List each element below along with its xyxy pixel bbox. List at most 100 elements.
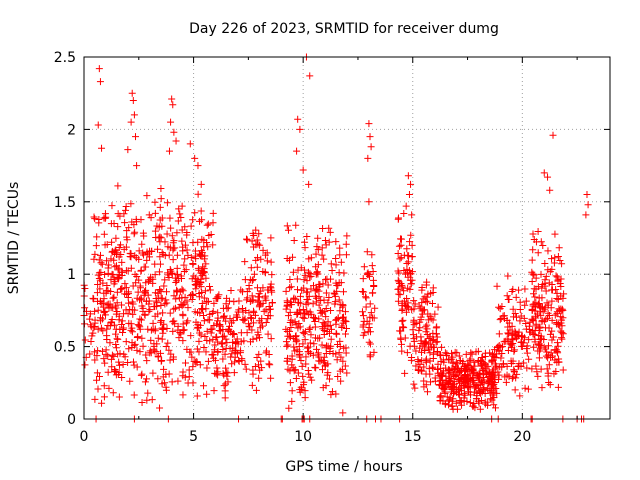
data-point [200, 268, 208, 276]
data-point [120, 324, 128, 332]
data-point [93, 233, 101, 241]
data-point [115, 368, 123, 376]
data-point [433, 333, 441, 341]
data-point [156, 260, 164, 268]
data-point [100, 289, 108, 297]
data-point [202, 348, 210, 356]
data-point [299, 313, 307, 321]
data-point [447, 374, 455, 382]
data-point [284, 312, 292, 320]
data-point [115, 316, 123, 324]
data-point [339, 357, 347, 365]
data-point [157, 316, 165, 324]
data-point [555, 244, 563, 252]
data-point [405, 191, 413, 199]
data-point [303, 277, 311, 285]
data-point [167, 224, 175, 232]
data-point [163, 199, 171, 207]
data-point [308, 376, 316, 384]
data-point [534, 249, 542, 257]
data-point [327, 306, 335, 314]
data-point [106, 322, 114, 330]
data-point [108, 351, 116, 359]
data-point [137, 316, 145, 324]
data-point [532, 274, 540, 282]
data-point [448, 397, 456, 405]
data-point [336, 244, 344, 252]
data-point [431, 310, 439, 318]
data-point [546, 186, 554, 194]
data-point [161, 300, 169, 308]
data-point [89, 329, 97, 337]
data-point [365, 338, 373, 346]
data-point [473, 371, 481, 379]
data-point [531, 293, 539, 301]
data-point [309, 351, 317, 359]
data-point [185, 373, 193, 381]
data-point [304, 348, 312, 356]
data-point [523, 345, 531, 353]
data-point [339, 288, 347, 296]
data-point [193, 345, 201, 353]
data-point [433, 365, 441, 373]
data-point [112, 330, 120, 338]
data-point [181, 255, 189, 263]
data-point [100, 230, 108, 238]
data-point [503, 335, 511, 343]
data-point [359, 331, 367, 339]
data-point [179, 326, 187, 334]
data-point [204, 243, 212, 251]
data-point [360, 288, 368, 296]
data-point [180, 261, 188, 269]
data-point [505, 373, 513, 381]
data-point [417, 337, 425, 345]
data-point [106, 339, 114, 347]
data-point [283, 342, 291, 350]
data-point [155, 223, 163, 231]
data-point [199, 263, 207, 271]
data-point [222, 317, 230, 325]
data-point [327, 260, 335, 268]
data-point [453, 371, 461, 379]
data-point [213, 294, 221, 302]
data-point [171, 320, 179, 328]
data-point [405, 267, 413, 275]
data-point [545, 378, 553, 386]
data-point [321, 308, 329, 316]
data-point [175, 205, 183, 213]
data-point [117, 241, 125, 249]
data-point [138, 334, 146, 342]
data-point [529, 302, 537, 310]
data-point [110, 293, 118, 301]
data-point [86, 350, 94, 358]
data-point [312, 334, 320, 342]
data-point [215, 291, 223, 299]
data-point [246, 276, 254, 284]
data-point [173, 251, 181, 259]
chart-title: Day 226 of 2023, SRMTID for receiver dum… [189, 21, 499, 37]
data-point [469, 376, 477, 384]
data-point [405, 252, 413, 260]
data-point [184, 379, 192, 387]
data-point [431, 374, 439, 382]
data-point [131, 340, 139, 348]
data-point [219, 355, 227, 363]
data-point [319, 224, 327, 232]
data-point [287, 298, 295, 306]
data-point [211, 369, 219, 377]
data-point [98, 347, 106, 355]
data-point [245, 282, 253, 290]
data-point [538, 294, 546, 302]
data-point [282, 305, 290, 313]
y-tick-label: 1 [67, 267, 76, 283]
data-point [168, 232, 176, 240]
data-point [499, 312, 507, 320]
data-point [165, 251, 173, 259]
data-point [91, 307, 99, 315]
data-point [404, 172, 412, 180]
data-point [558, 329, 566, 337]
data-point [531, 326, 539, 334]
data-point [116, 212, 124, 220]
data-point [403, 349, 411, 357]
data-point [307, 272, 315, 280]
